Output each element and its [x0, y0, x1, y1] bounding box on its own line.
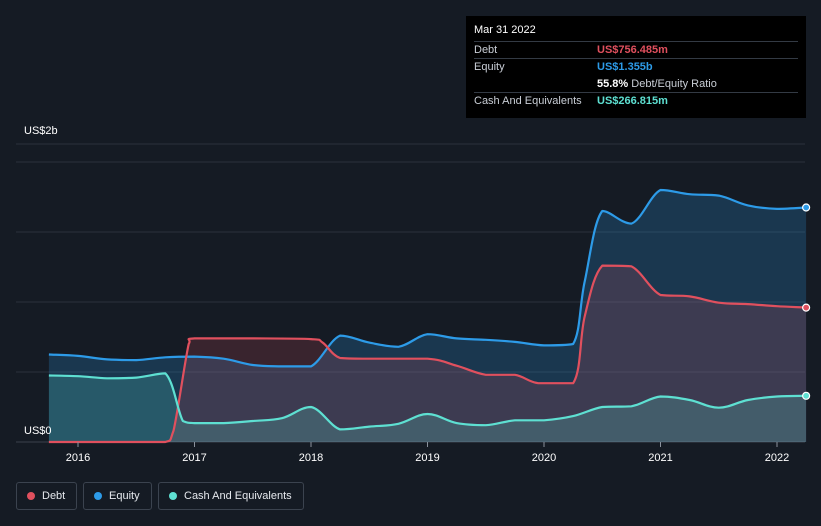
legend-cash-label: Cash And Equivalents: [184, 490, 292, 502]
tooltip-debt-value: US$756.485m: [597, 44, 668, 56]
series-areas: [48, 190, 807, 442]
y-axis-bottom-label: US$0: [24, 425, 52, 437]
tooltip-row-cash: Cash And Equivalents US$266.815m: [474, 92, 798, 109]
legend-item-equity[interactable]: Equity: [83, 482, 152, 510]
tooltip-ratio-value: 55.8%: [597, 78, 629, 90]
cash-dot-icon: [169, 492, 177, 500]
x-tick-label: 2021: [648, 452, 672, 464]
data-tooltip: Mar 31 2022 Debt US$756.485m Equity US$1…: [466, 16, 806, 118]
legend-item-cash[interactable]: Cash And Equivalents: [158, 482, 304, 510]
line-equity: [48, 188, 807, 368]
x-tick-label: 2018: [299, 452, 323, 464]
tooltip-row-debt: Debt US$756.485m: [474, 41, 798, 58]
end-marker-cash-and-equivalents: [802, 391, 811, 400]
x-tick-label: 2022: [765, 452, 789, 464]
tooltip-equity-value: US$1.355b: [597, 61, 653, 73]
tooltip-ratio-label: Debt/Equity Ratio: [631, 78, 717, 90]
end-marker-debt: [802, 303, 811, 312]
legend-debt-label: Debt: [42, 490, 66, 502]
x-tick-label: 2019: [415, 452, 439, 464]
tooltip-cash-label: Cash And Equivalents: [474, 95, 582, 107]
legend-item-debt[interactable]: Debt: [16, 482, 77, 510]
tooltip-row-equity: Equity US$1.355b: [474, 58, 798, 75]
area-cash-and-equivalents: [48, 373, 807, 442]
legend-equity-label: Equity: [109, 490, 140, 502]
series-end-markers: [802, 203, 811, 400]
tooltip-debt-label: Debt: [474, 44, 498, 56]
end-marker-equity: [802, 203, 811, 212]
tooltip-cash-value: US$266.815m: [597, 95, 668, 107]
x-tick-label: 2016: [66, 452, 90, 464]
x-axis-ticks: 2016 2017 2018 2019 2020 2021 2022: [66, 442, 789, 464]
tooltip-equity-label: Equity: [474, 61, 505, 73]
area-debt: [48, 265, 807, 442]
area-equity: [48, 190, 807, 442]
debt-dot-icon: [27, 492, 35, 500]
line-debt: [48, 264, 807, 444]
x-tick-label: 2020: [532, 452, 556, 464]
tooltip-date: Mar 31 2022: [474, 24, 536, 36]
x-tick-label: 2017: [182, 452, 206, 464]
tooltip-row-ratio: 55.8% Debt/Equity Ratio: [474, 75, 798, 92]
series-lines: [48, 188, 807, 444]
equity-dot-icon: [94, 492, 102, 500]
y-axis-top-label: US$2b: [24, 125, 58, 137]
line-cash-and-equivalents: [48, 372, 807, 431]
